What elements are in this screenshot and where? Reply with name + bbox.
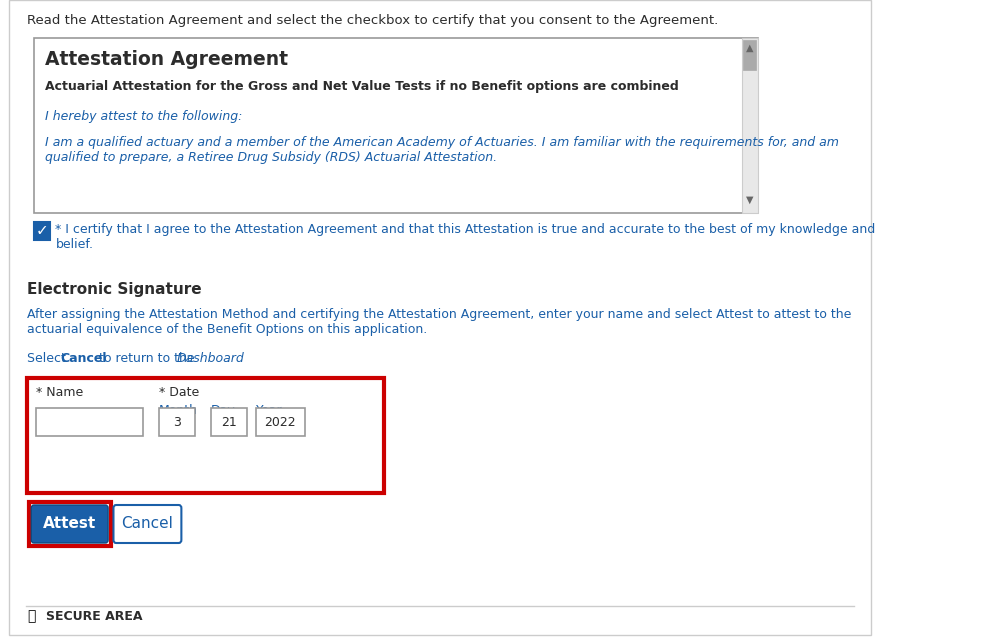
FancyBboxPatch shape bbox=[27, 378, 384, 493]
FancyBboxPatch shape bbox=[29, 502, 110, 546]
Text: 3: 3 bbox=[173, 415, 181, 429]
Text: SECURE AREA: SECURE AREA bbox=[46, 609, 143, 623]
Text: ✓: ✓ bbox=[35, 223, 48, 239]
Text: Electronic Signature: Electronic Signature bbox=[27, 282, 201, 297]
Text: After assigning the Attestation Method and certifying the Attestation Agreement,: After assigning the Attestation Method a… bbox=[27, 308, 851, 336]
Text: Attest: Attest bbox=[43, 516, 97, 531]
Text: to return to the: to return to the bbox=[95, 352, 198, 365]
Text: Attestation Agreement: Attestation Agreement bbox=[44, 50, 288, 69]
Text: ▲: ▲ bbox=[746, 43, 754, 53]
Text: .: . bbox=[226, 352, 230, 365]
Text: ▼: ▼ bbox=[746, 195, 754, 205]
FancyBboxPatch shape bbox=[211, 408, 246, 436]
Text: Cancel: Cancel bbox=[61, 352, 107, 365]
FancyBboxPatch shape bbox=[742, 38, 757, 213]
FancyBboxPatch shape bbox=[159, 408, 195, 436]
Text: * Name: * Name bbox=[35, 386, 83, 399]
Text: Year: Year bbox=[255, 404, 282, 417]
FancyBboxPatch shape bbox=[33, 38, 757, 213]
Text: 21: 21 bbox=[221, 415, 236, 429]
FancyBboxPatch shape bbox=[35, 408, 143, 436]
Text: Actuarial Attestation for the Gross and Net Value Tests if no Benefit options ar: Actuarial Attestation for the Gross and … bbox=[44, 80, 679, 93]
Text: * I certify that I agree to the Attestation Agreement and that this Attestation : * I certify that I agree to the Attestat… bbox=[55, 223, 876, 251]
Text: Month: Month bbox=[159, 404, 198, 417]
Text: 2022: 2022 bbox=[264, 415, 296, 429]
Text: Select: Select bbox=[27, 352, 70, 365]
FancyBboxPatch shape bbox=[744, 40, 755, 70]
Text: Day: Day bbox=[211, 404, 235, 417]
Text: Cancel: Cancel bbox=[121, 516, 173, 531]
Text: Read the Attestation Agreement and select the checkbox to certify that you conse: Read the Attestation Agreement and selec… bbox=[27, 14, 718, 27]
FancyBboxPatch shape bbox=[255, 408, 304, 436]
FancyBboxPatch shape bbox=[113, 505, 181, 543]
Text: Dashboard: Dashboard bbox=[177, 352, 244, 365]
Text: * Date: * Date bbox=[159, 386, 199, 399]
FancyBboxPatch shape bbox=[32, 505, 108, 543]
FancyBboxPatch shape bbox=[33, 222, 50, 240]
Text: 🔒: 🔒 bbox=[27, 609, 35, 623]
Text: I hereby attest to the following:: I hereby attest to the following: bbox=[44, 110, 242, 123]
Text: I am a qualified actuary and a member of the American Academy of Actuaries. I am: I am a qualified actuary and a member of… bbox=[44, 136, 838, 164]
